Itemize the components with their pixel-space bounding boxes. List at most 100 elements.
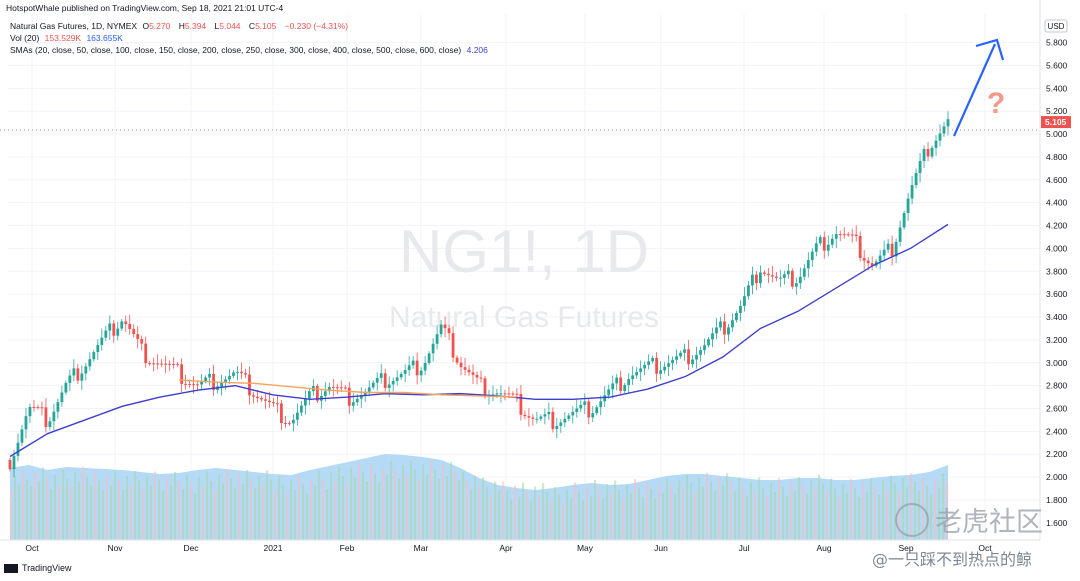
candle-body	[108, 323, 112, 331]
candle-body	[647, 361, 651, 365]
volume-bar	[326, 489, 329, 540]
candle-body	[80, 373, 84, 381]
volume-bar	[882, 480, 885, 540]
sma-legend[interactable]: SMAs (20, close, 50, close, 100, close, …	[10, 45, 491, 55]
symbol-legend[interactable]: Natural Gas Futures, 1D, NYMEX O5.270 H5…	[10, 21, 349, 31]
candle-body	[196, 384, 199, 386]
price-axis: USD 5.800 5.600 5.400 5.200 5.000 4.800 4.600 4.…	[1039, 0, 1071, 540]
volume-bar	[366, 481, 369, 540]
volume-bar	[930, 494, 933, 540]
candle-body	[870, 263, 874, 266]
candle-body	[894, 241, 898, 257]
candle-body	[898, 227, 902, 242]
volume-bar	[514, 485, 517, 540]
volume-bar	[142, 490, 145, 540]
y-tick-label: 1.600	[1046, 518, 1068, 528]
volume-bar	[742, 486, 745, 540]
candle-body	[523, 414, 527, 417]
volume-bar	[66, 479, 69, 540]
candle-body	[739, 305, 742, 314]
close-value: 5.105	[255, 21, 277, 31]
volume-bar	[330, 472, 333, 540]
volume-bar	[18, 484, 21, 540]
volume-bar	[442, 464, 445, 540]
volume-bar	[682, 489, 685, 540]
volume-bar	[626, 484, 629, 540]
candle-body	[84, 366, 88, 374]
volume-bar	[758, 477, 761, 540]
volume-bar	[150, 485, 153, 540]
candle-body	[168, 363, 172, 365]
candle-body	[256, 396, 259, 399]
candle-body	[910, 185, 914, 199]
candle-body	[830, 238, 834, 245]
volume-bar	[78, 480, 81, 540]
volume-bar	[450, 462, 453, 540]
candle-body	[751, 274, 754, 286]
volume-bar	[490, 495, 493, 540]
candle-body	[499, 393, 503, 395]
candle-body	[220, 382, 223, 387]
volume-bar	[454, 471, 457, 540]
candle-body	[264, 399, 267, 401]
candle-body	[323, 391, 327, 396]
candle-body	[818, 237, 822, 244]
candle-body	[64, 382, 68, 393]
candle-body	[842, 234, 846, 236]
volume-bar	[858, 497, 861, 540]
volume-bar	[466, 480, 469, 540]
candle-body	[291, 419, 295, 424]
volume-bar	[822, 483, 825, 540]
candle-body	[367, 387, 371, 392]
candle-body	[116, 328, 120, 336]
x-tick-label: Jul	[739, 543, 750, 553]
volume-bar	[398, 478, 401, 540]
volume-bar	[774, 492, 777, 540]
volume-bar	[838, 498, 841, 540]
candle-body	[68, 375, 72, 383]
candle-body	[44, 407, 48, 427]
candle-body	[567, 415, 571, 419]
volume-legend[interactable]: Vol (20) 153.529K 163.655K	[10, 33, 126, 43]
volume-bar	[266, 470, 269, 540]
candle-body	[711, 333, 714, 340]
candle-body	[507, 393, 511, 395]
candle-body	[351, 402, 355, 406]
candle-body	[204, 377, 207, 381]
candle-body	[148, 363, 152, 365]
tradingview-footer[interactable]: TradingView	[4, 563, 72, 573]
volume-bar	[718, 476, 721, 540]
y-tick-label: 2.400	[1046, 426, 1068, 436]
candle-body	[587, 401, 591, 418]
y-tick-label: 5.800	[1046, 38, 1068, 48]
volume-bar	[274, 489, 277, 540]
volume-bar	[310, 479, 313, 540]
candle-body	[563, 418, 567, 423]
volume-bar	[110, 485, 113, 540]
candle-body	[527, 416, 531, 418]
volume-bar	[118, 480, 121, 540]
volume-bar	[34, 472, 37, 540]
volume-bar	[654, 498, 657, 540]
volume-bar	[714, 490, 717, 540]
candle-body	[339, 387, 343, 389]
volume-bar	[270, 479, 273, 540]
candle-body	[539, 416, 543, 419]
candle-body	[359, 395, 363, 399]
volume-bar	[422, 464, 425, 540]
candle-body	[132, 329, 136, 335]
candle-body	[695, 354, 698, 360]
volume-bar	[114, 471, 117, 540]
volume-bar	[866, 492, 869, 540]
candle-body	[743, 296, 746, 306]
candle-body	[164, 363, 168, 365]
candle-body	[447, 328, 451, 334]
candle-body	[519, 393, 523, 415]
candle-body	[411, 360, 415, 366]
candle-body	[683, 349, 686, 353]
volume-bar	[562, 503, 565, 540]
volume-bar	[322, 480, 325, 540]
candle-body	[723, 321, 726, 335]
volume-bar	[506, 490, 509, 540]
